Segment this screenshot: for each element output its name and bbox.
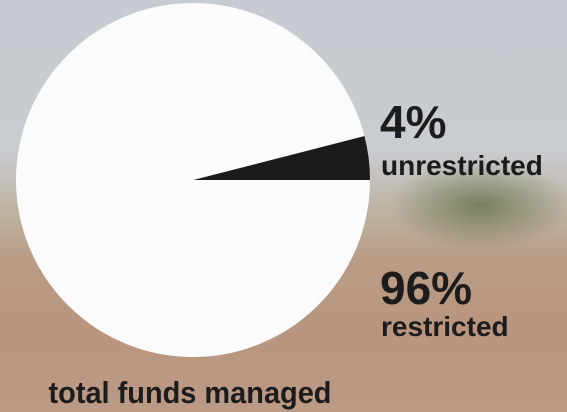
chart-caption: total funds managed bbox=[49, 375, 332, 410]
value-label: 4% bbox=[380, 96, 446, 148]
slice-label: restricted bbox=[381, 311, 509, 342]
slice-label: unrestricted bbox=[381, 150, 543, 181]
value-label: 96% bbox=[380, 262, 472, 314]
pie-slice bbox=[16, 3, 370, 357]
chart: total funds managed 4%unrestricted 96%res… bbox=[0, 0, 567, 412]
